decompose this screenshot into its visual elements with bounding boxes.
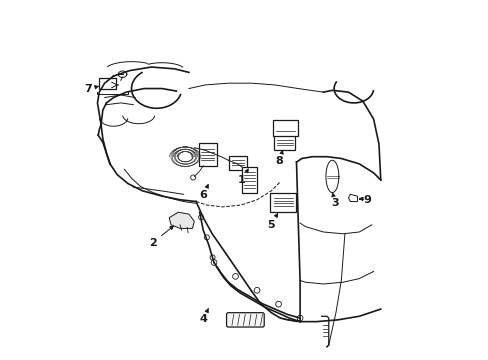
Text: 6: 6: [199, 185, 208, 201]
FancyBboxPatch shape: [226, 313, 264, 327]
FancyBboxPatch shape: [229, 156, 246, 170]
Text: 1: 1: [237, 169, 248, 185]
Polygon shape: [169, 212, 194, 228]
Text: 9: 9: [359, 195, 371, 205]
FancyBboxPatch shape: [99, 78, 116, 89]
Text: 8: 8: [275, 150, 283, 166]
Text: 2: 2: [148, 226, 173, 248]
Text: 3: 3: [331, 193, 338, 208]
Text: 7: 7: [84, 84, 98, 94]
FancyBboxPatch shape: [273, 120, 297, 136]
Text: 4: 4: [199, 309, 208, 324]
FancyBboxPatch shape: [274, 134, 295, 150]
FancyBboxPatch shape: [242, 167, 257, 193]
FancyBboxPatch shape: [270, 193, 295, 212]
FancyBboxPatch shape: [199, 143, 216, 166]
Text: 5: 5: [266, 214, 277, 230]
Polygon shape: [348, 194, 357, 202]
